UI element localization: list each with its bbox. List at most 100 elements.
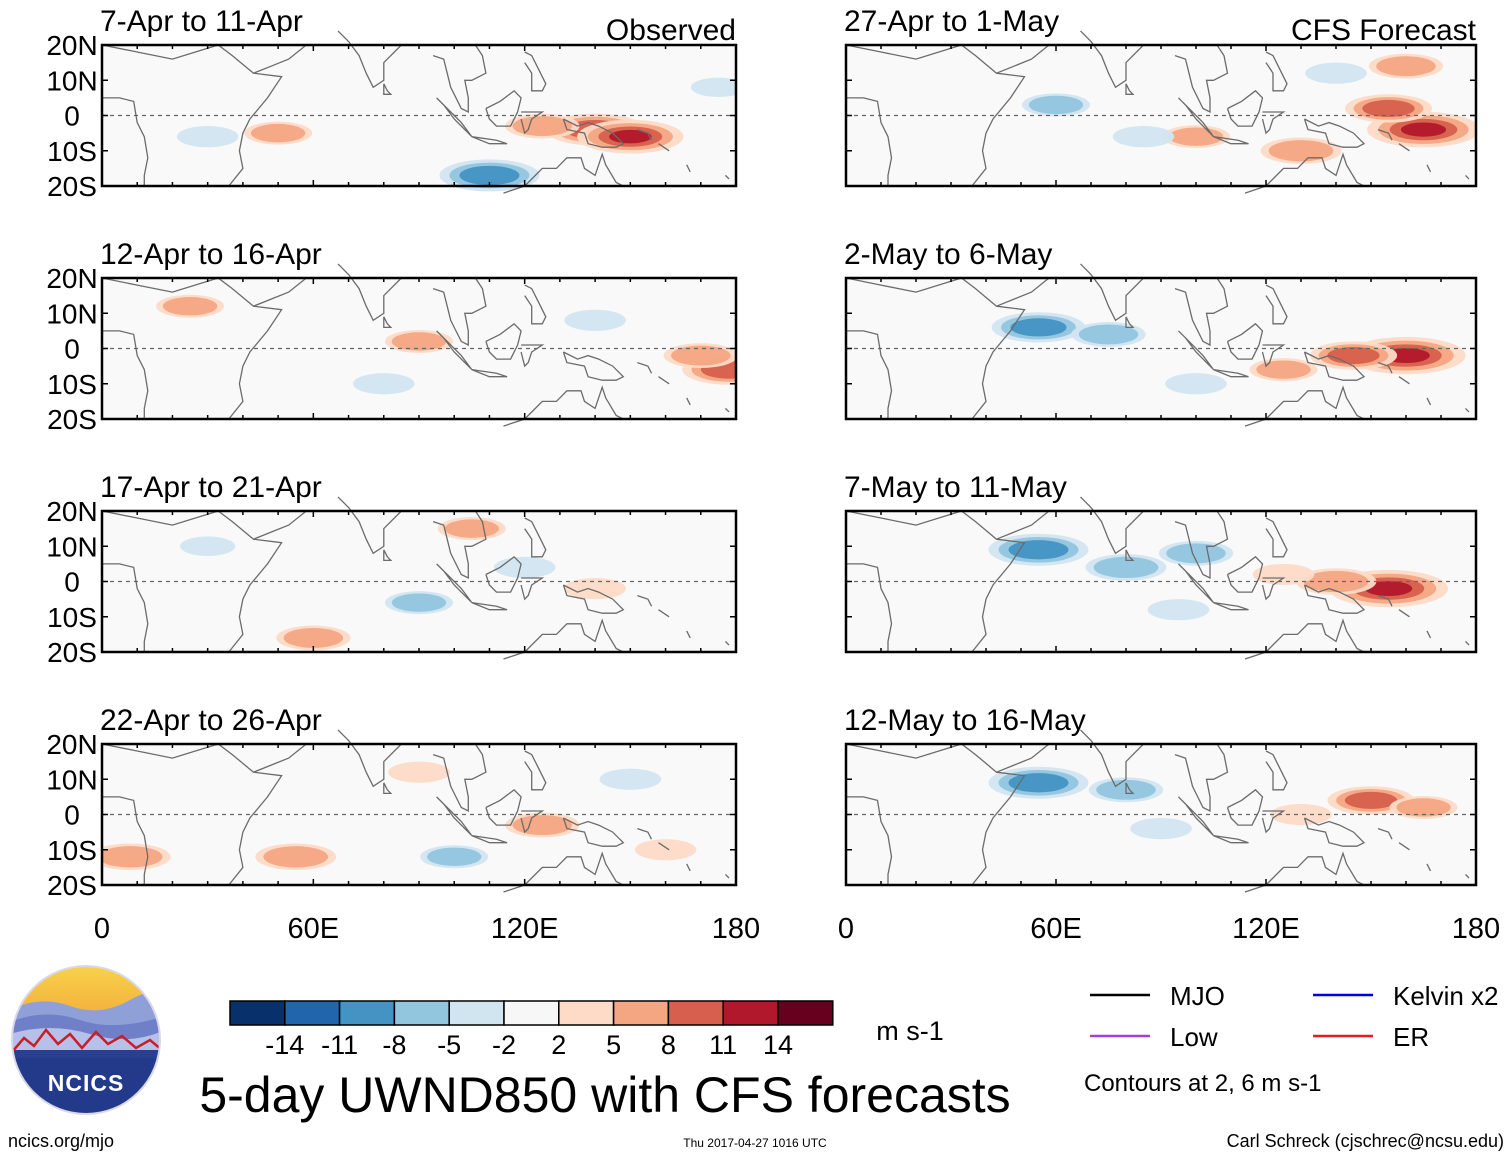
- coastline: [253, 510, 307, 540]
- legend: MJO Kelvin x2 Low ER Contours at 2, 6 m s-1: [1084, 981, 1499, 1097]
- coastline: [686, 164, 691, 173]
- panel-5: 2-May to 6-May: [844, 238, 1478, 427]
- y-tick-label: 10N: [46, 65, 97, 96]
- coastline: [562, 817, 625, 847]
- coastline: [520, 111, 545, 135]
- coastline: [520, 810, 545, 834]
- x-tick-label: 0: [838, 913, 854, 945]
- coastline: [1398, 842, 1410, 851]
- coastline: [102, 97, 149, 186]
- coastline: [724, 174, 730, 180]
- coastline: [520, 577, 545, 601]
- coastline: [1377, 361, 1393, 374]
- anomaly-blob: [1376, 56, 1436, 77]
- coastline: [1398, 143, 1410, 152]
- coastline: [637, 128, 653, 141]
- coastline: [1261, 810, 1286, 834]
- coastline: [1213, 601, 1249, 611]
- coastline: [1226, 788, 1264, 826]
- panel-title: 12-Apr to 16-Apr: [100, 238, 322, 271]
- colorbar-level-label: -14: [265, 1030, 304, 1060]
- coastline: [524, 51, 547, 92]
- colorbar-level-label: -2: [492, 1030, 516, 1060]
- coastline: [1398, 609, 1410, 618]
- anomaly-blob: [1270, 803, 1332, 826]
- footer-url[interactable]: ncics.org/mjo: [8, 1131, 114, 1151]
- coastline: [520, 344, 545, 368]
- coastline: [253, 743, 307, 773]
- panel-title: 27-Apr to 1-May: [844, 5, 1059, 38]
- coastline: [383, 316, 393, 329]
- coastline: [1226, 89, 1264, 127]
- coastline: [724, 640, 730, 646]
- legend-label: Kelvin x2: [1393, 981, 1499, 1011]
- coastlines: [102, 729, 730, 893]
- coastline: [637, 594, 653, 607]
- y-tick-label: 10S: [47, 369, 97, 400]
- coastline: [436, 97, 473, 138]
- coastline: [471, 601, 508, 611]
- coastline: [996, 277, 1050, 307]
- y-tick-label: 20N: [46, 263, 97, 294]
- coastline: [1426, 397, 1432, 406]
- coastline: [524, 517, 547, 558]
- colorbar-swatch: [393, 1000, 450, 1026]
- anomaly-blob: [1112, 126, 1175, 148]
- anomaly-blob: [634, 839, 697, 861]
- header-forecast: CFS Forecast: [1291, 14, 1477, 47]
- panel-2: 20N 10N 0 10S 20S 17-Apr to 21-Apr: [46, 471, 738, 668]
- colorbar-level-label: 14: [763, 1030, 793, 1060]
- ncics-logo: NCICS: [11, 965, 161, 1115]
- coastline: [1244, 851, 1365, 893]
- coastline: [1377, 827, 1393, 840]
- colorbar-swatch: [558, 1000, 615, 1026]
- colorbar-level-label: -8: [382, 1030, 406, 1060]
- coastline: [1213, 368, 1249, 378]
- y-tick-label: 0: [64, 101, 80, 132]
- coastline: [432, 44, 487, 114]
- coastline: [471, 834, 508, 844]
- coastline: [1303, 584, 1366, 614]
- anomaly-blob: [1268, 140, 1334, 162]
- anomaly-blob: [250, 123, 306, 143]
- anomaly-blob: [1305, 62, 1367, 84]
- coastline: [846, 330, 893, 419]
- coastline: [102, 510, 283, 653]
- coastline: [996, 743, 1050, 773]
- legend-label: Low: [1170, 1022, 1218, 1052]
- anomaly-blob: [1078, 324, 1139, 345]
- coastline: [996, 510, 1050, 540]
- colorbar-swatch: [448, 1000, 505, 1026]
- colorbar-swatch: [667, 1000, 724, 1026]
- y-tick-label: 10S: [47, 136, 97, 167]
- coastline: [686, 863, 691, 872]
- legend-label: ER: [1393, 1022, 1429, 1052]
- coastline: [1303, 817, 1366, 847]
- anomaly-field: [102, 761, 697, 871]
- y-tick-label: 20N: [46, 496, 97, 527]
- anomaly-blob: [1010, 318, 1067, 337]
- coastline: [1465, 407, 1470, 413]
- coastline: [846, 563, 893, 652]
- coastline: [562, 118, 625, 148]
- coastlines: [102, 263, 730, 427]
- coastline: [1125, 782, 1135, 795]
- y-tick-label: 20N: [46, 30, 97, 61]
- colorbar-level-label: 8: [661, 1030, 676, 1060]
- coastlines: [846, 496, 1470, 660]
- anomaly-blob: [459, 165, 520, 186]
- coastline: [1178, 563, 1215, 604]
- coastline: [686, 397, 691, 406]
- coastline: [562, 351, 625, 381]
- anomaly-blob: [1362, 99, 1415, 117]
- coastline: [383, 83, 393, 95]
- coastline: [383, 549, 393, 562]
- y-tick-label: 20S: [47, 171, 97, 202]
- anomaly-blob: [1147, 599, 1210, 621]
- coastline: [485, 555, 522, 593]
- coastline: [102, 330, 149, 419]
- colorbar-swatch: [229, 1000, 286, 1026]
- coastline: [1244, 385, 1365, 427]
- coastlines: [102, 496, 730, 660]
